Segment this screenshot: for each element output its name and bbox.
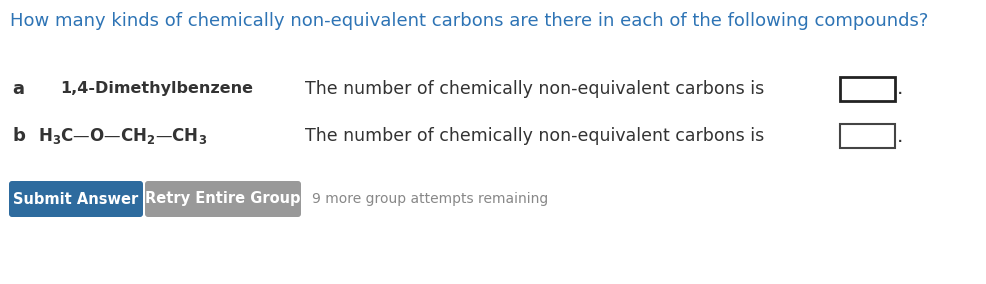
Text: $\mathbf{H_3C}$—$\mathbf{O}$—$\mathbf{CH_2}$—$\mathbf{CH_3}$: $\mathbf{H_3C}$—$\mathbf{O}$—$\mathbf{CH…: [38, 126, 207, 146]
Text: b: b: [12, 127, 25, 145]
Text: How many kinds of chemically non-equivalent carbons are there in each of the fol: How many kinds of chemically non-equival…: [10, 12, 928, 30]
Text: 1,4-Dimethylbenzene: 1,4-Dimethylbenzene: [60, 82, 252, 97]
Text: .: .: [896, 126, 902, 145]
Text: The number of chemically non-equivalent carbons is: The number of chemically non-equivalent …: [305, 127, 763, 145]
Bar: [839, 77, 894, 101]
Text: Retry Entire Group: Retry Entire Group: [145, 191, 301, 206]
Text: Submit Answer: Submit Answer: [14, 191, 138, 206]
Text: .: .: [896, 80, 902, 99]
Text: a: a: [12, 80, 24, 98]
FancyBboxPatch shape: [9, 181, 143, 217]
FancyBboxPatch shape: [145, 181, 301, 217]
Text: The number of chemically non-equivalent carbons is: The number of chemically non-equivalent …: [305, 80, 763, 98]
Bar: [839, 124, 894, 148]
Text: 9 more group attempts remaining: 9 more group attempts remaining: [312, 192, 547, 206]
